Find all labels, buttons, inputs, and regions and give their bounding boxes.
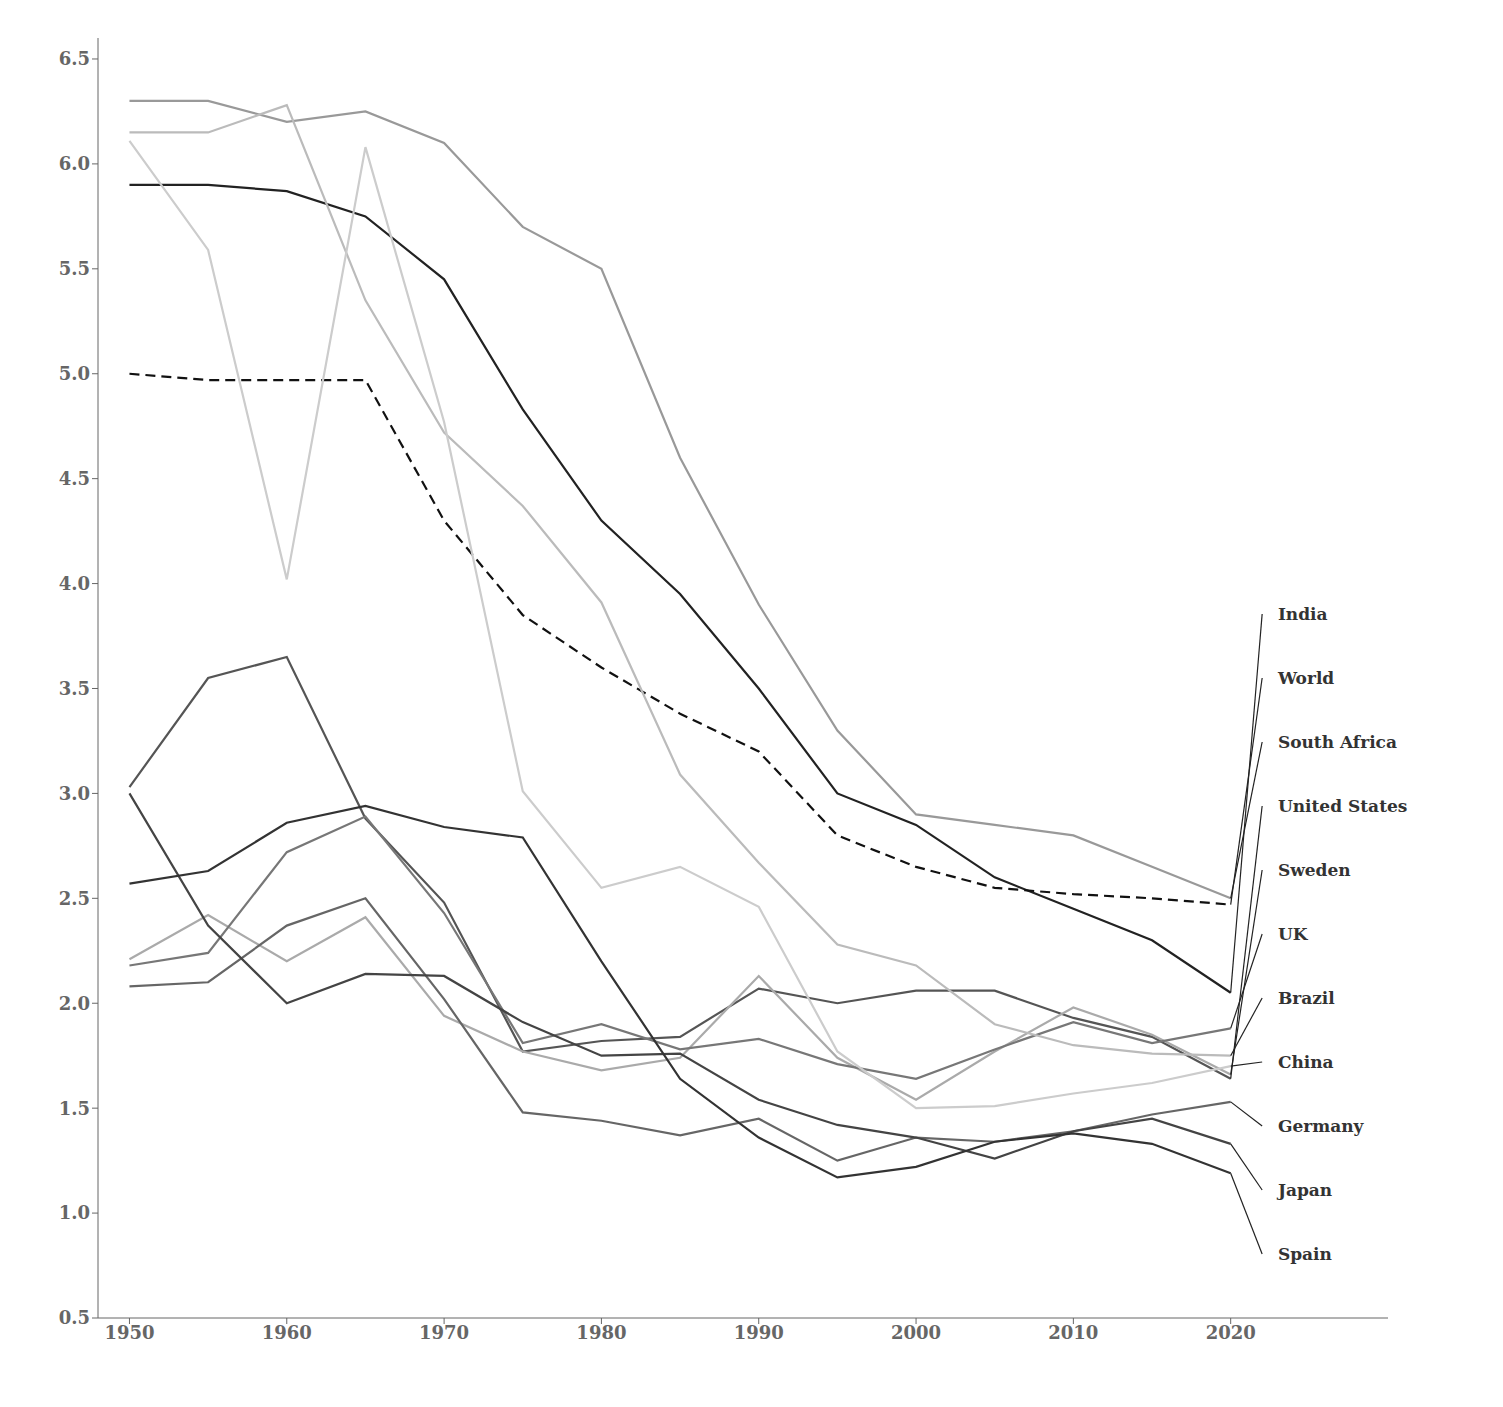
- svg-text:1960: 1960: [262, 1322, 312, 1343]
- svg-text:0.5: 0.5: [59, 1307, 90, 1328]
- svg-text:4.5: 4.5: [59, 468, 90, 489]
- svg-text:Sweden: Sweden: [1278, 860, 1351, 880]
- svg-text:5.5: 5.5: [59, 258, 90, 279]
- svg-text:Spain: Spain: [1278, 1244, 1332, 1264]
- svg-text:1970: 1970: [419, 1322, 469, 1343]
- svg-text:1980: 1980: [576, 1322, 626, 1343]
- svg-text:3.0: 3.0: [59, 783, 90, 804]
- svg-text:Brazil: Brazil: [1278, 988, 1335, 1008]
- svg-text:South Africa: South Africa: [1278, 732, 1397, 752]
- svg-text:China: China: [1278, 1052, 1334, 1072]
- svg-text:World: World: [1277, 668, 1334, 688]
- svg-text:3.5: 3.5: [59, 678, 90, 699]
- svg-text:2020: 2020: [1206, 1322, 1256, 1343]
- svg-text:5.0: 5.0: [59, 363, 90, 384]
- svg-text:2.5: 2.5: [59, 888, 90, 909]
- svg-text:1950: 1950: [104, 1322, 154, 1343]
- svg-text:Japan: Japan: [1276, 1180, 1332, 1200]
- svg-text:2.0: 2.0: [59, 993, 90, 1014]
- svg-text:1.0: 1.0: [59, 1202, 90, 1223]
- svg-text:6.0: 6.0: [59, 153, 90, 174]
- svg-text:6.5: 6.5: [59, 48, 90, 69]
- svg-text:2010: 2010: [1048, 1322, 1098, 1343]
- svg-text:UK: UK: [1278, 924, 1309, 944]
- svg-text:United States: United States: [1278, 796, 1408, 816]
- svg-text:India: India: [1278, 604, 1328, 624]
- svg-text:2000: 2000: [891, 1322, 941, 1343]
- svg-text:1.5: 1.5: [59, 1098, 90, 1119]
- svg-text:4.0: 4.0: [59, 573, 90, 594]
- svg-text:Germany: Germany: [1278, 1116, 1365, 1136]
- svg-text:1990: 1990: [734, 1322, 784, 1343]
